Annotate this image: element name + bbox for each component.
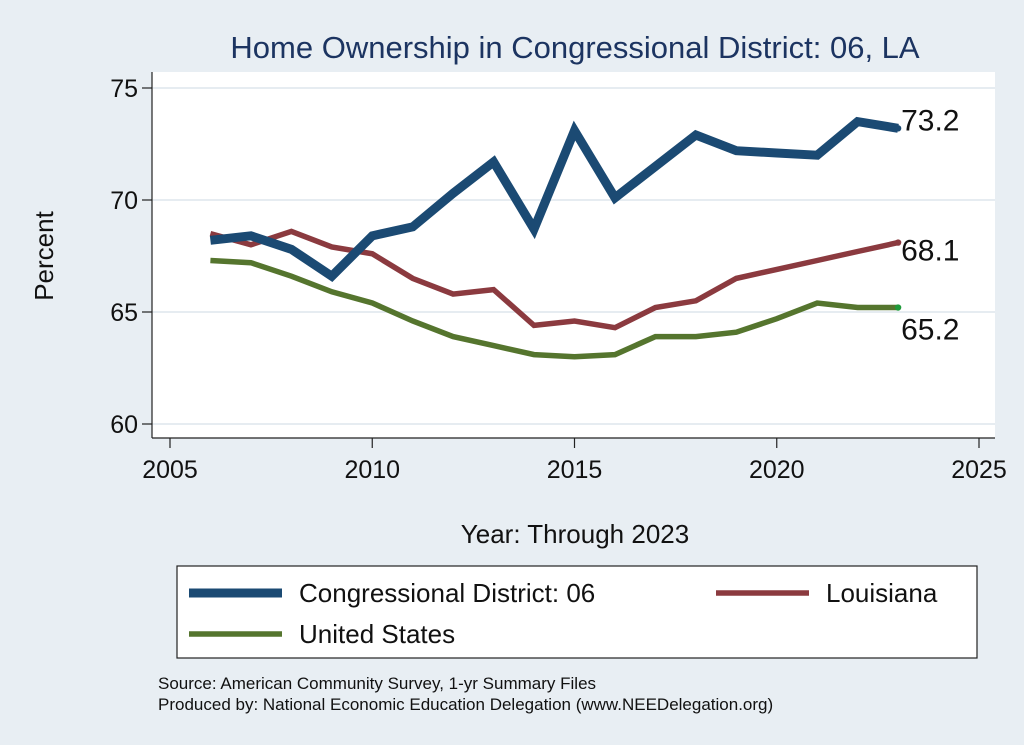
y-tick-label-0: 60 xyxy=(110,411,138,439)
y-tick-label-3: 75 xyxy=(110,75,138,103)
x-tick-label-1: 2010 xyxy=(344,456,400,484)
y-axis-title: Percent xyxy=(29,210,59,300)
x-tick-label-0: 2005 xyxy=(142,456,198,484)
y-axis-ticks: 60 65 70 75 xyxy=(110,75,152,439)
series-line-2 xyxy=(210,257,899,360)
x-tick-label-4: 2025 xyxy=(951,456,1007,484)
produced-note: Produced by: National Economic Education… xyxy=(158,695,773,714)
end-label-2: 65.2 xyxy=(901,314,959,347)
series-end-point-0 xyxy=(894,125,902,132)
legend: Congressional District: 06 Louisiana Unite… xyxy=(189,578,938,649)
chart-title: Home Ownership in Congressional District… xyxy=(230,30,919,65)
x-axis-ticks: 2005 2010 2015 2020 2025 xyxy=(142,438,1007,484)
x-axis-title: Year: Through 2023 xyxy=(461,519,689,549)
y-tick-label-2: 70 xyxy=(110,187,138,215)
series-end-point-1 xyxy=(894,239,902,246)
x-tick-label-3: 2020 xyxy=(749,456,805,484)
series-end-point-2 xyxy=(894,304,902,311)
y-tick-label-1: 65 xyxy=(110,299,138,327)
source-note: Source: American Community Survey, 1-yr … xyxy=(158,674,596,693)
series-line-0 xyxy=(209,116,899,282)
x-tick-label-2: 2015 xyxy=(547,456,603,484)
legend-label-0: Congressional District: 06 xyxy=(299,578,595,608)
legend-label-2: United States xyxy=(299,619,455,649)
gridlines xyxy=(152,87,995,425)
end-label-1: 68.1 xyxy=(901,235,959,268)
legend-box xyxy=(176,565,978,659)
series-line-1 xyxy=(209,228,899,331)
end-label-0: 73.2 xyxy=(901,104,959,137)
end-labels: 65.2 68.1 73.2 xyxy=(901,104,959,346)
series-lines xyxy=(209,116,902,360)
legend-label-1: Louisiana xyxy=(826,578,938,608)
